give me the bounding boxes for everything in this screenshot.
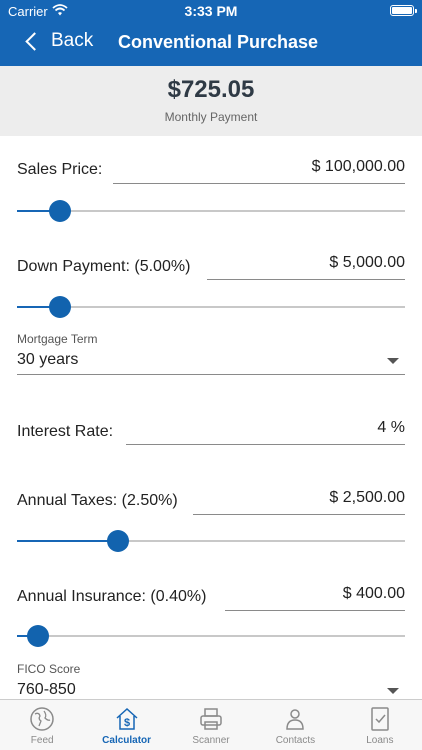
sales-price-label: Sales Price: (17, 161, 103, 178)
monthly-payment-label: Monthly Payment (164, 110, 258, 124)
mortgage-term-value: 30 years (17, 351, 79, 368)
payment-summary: $725.05 Monthly Payment (0, 66, 422, 136)
fico-score-label: FICO Score (17, 662, 81, 676)
status-bar: Carrier 3:33 PM (0, 0, 422, 22)
annual-insurance-label: Annual Insurance: (0.40%) (17, 588, 207, 605)
slider-fill (17, 306, 60, 308)
slider-track (17, 210, 405, 212)
down-payment-label: Down Payment: (5.00%) (17, 258, 191, 275)
interest-rate-input[interactable]: 4 % (126, 417, 405, 445)
page-title: Conventional Purchase (118, 32, 319, 52)
annual-insurance-slider[interactable] (17, 624, 405, 648)
status-time: 3:33 PM (184, 3, 238, 19)
tab-contacts[interactable]: Contacts (253, 700, 337, 750)
annual-taxes-slider[interactable] (17, 529, 405, 553)
interest-rate-label: Interest Rate: (17, 423, 114, 440)
back-button[interactable]: Back (22, 30, 93, 52)
monthly-payment-amount: $725.05 (167, 76, 255, 103)
svg-text:$: $ (124, 717, 130, 729)
tab-scanner[interactable]: Scanner (169, 700, 253, 750)
slider-thumb[interactable] (49, 296, 71, 318)
sales-price-input[interactable]: $ 100,000.00 (113, 156, 405, 184)
globe-icon (30, 707, 54, 731)
battery-icon (390, 5, 417, 16)
tab-label: Scanner (192, 735, 230, 746)
mortgage-term-select[interactable]: 30 years (17, 349, 405, 375)
mortgage-term-label: Mortgage Term (17, 332, 98, 346)
fico-score-value: 760-850 (17, 681, 76, 698)
chevron-left-icon (25, 31, 44, 51)
tab-feed[interactable]: Feed (0, 700, 84, 750)
down-payment-input[interactable]: $ 5,000.00 (207, 252, 405, 280)
loans-icon (371, 707, 389, 731)
tab-label: Loans (366, 735, 394, 746)
tab-label: Calculator (102, 735, 152, 746)
wifi-icon (52, 4, 68, 16)
down-payment-slider[interactable] (17, 295, 405, 319)
tab-label: Feed (30, 735, 54, 746)
caret-down-icon (387, 358, 399, 364)
slider-thumb[interactable] (27, 625, 49, 647)
calculator-house-icon: $ (116, 707, 138, 730)
app-header: Carrier 3:33 PM Back Conventional Purcha… (0, 0, 422, 66)
caret-down-icon (387, 688, 399, 694)
slider-fill (17, 540, 118, 542)
slider-thumb[interactable] (107, 530, 129, 552)
annual-taxes-input[interactable]: $ 2,500.00 (193, 487, 405, 515)
slider-track (17, 540, 405, 542)
tab-loans[interactable]: Loans (338, 700, 422, 750)
carrier-label: Carrier (8, 4, 48, 19)
slider-thumb[interactable] (49, 200, 71, 222)
sales-price-slider[interactable] (17, 199, 405, 223)
annual-insurance-input[interactable]: $ 400.00 (225, 583, 405, 611)
annual-taxes-label: Annual Taxes: (2.50%) (17, 492, 178, 509)
slider-fill (17, 210, 60, 212)
nav-bar: Back Conventional Purchase (0, 24, 422, 64)
tab-label: Contacts (275, 735, 316, 746)
slider-track (17, 306, 405, 308)
tab-calculator[interactable]: $ Calculator (84, 700, 168, 750)
contacts-icon (286, 709, 305, 730)
tab-bar: Feed $ Calculator Scanner Contacts Loans (0, 699, 422, 750)
scanner-icon (200, 708, 222, 730)
slider-track (17, 635, 405, 637)
back-label: Back (51, 30, 94, 51)
